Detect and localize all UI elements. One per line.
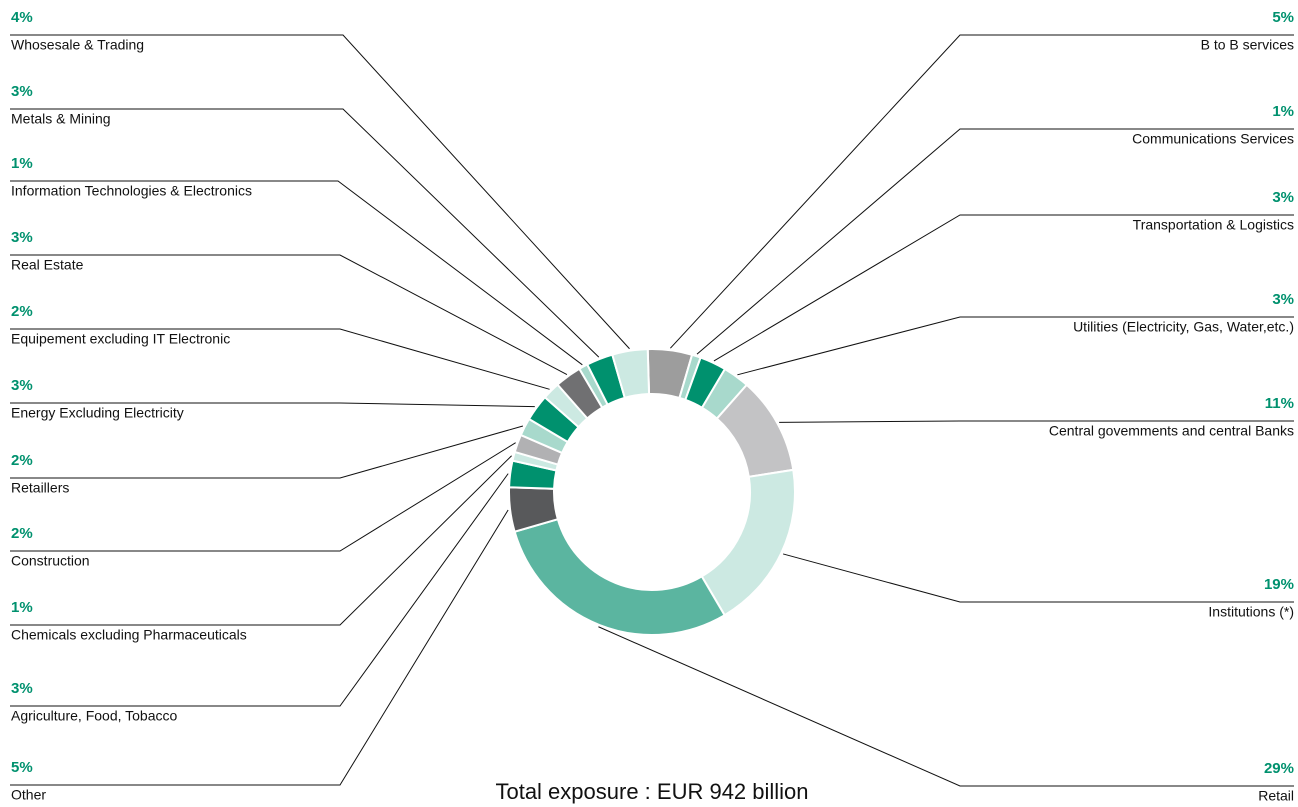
leader-line (10, 455, 512, 626)
category-label: Equipement excluding IT Electronic (11, 331, 230, 347)
leader-line (10, 34, 630, 350)
value-label: 29% (1264, 760, 1294, 777)
leader-line (10, 402, 535, 408)
leader-line (779, 420, 1294, 423)
value-label: 1% (11, 155, 33, 172)
value-label: 5% (1272, 9, 1294, 26)
leader-line (713, 214, 1294, 362)
value-label: 3% (11, 229, 33, 246)
category-label: Utilities (Electricity, Gas, Water,etc.) (1073, 319, 1294, 335)
value-label: 3% (1272, 189, 1294, 206)
leader-line (737, 316, 1294, 376)
value-label: 3% (11, 83, 33, 100)
category-label: B to B services (1201, 37, 1294, 53)
category-label: Real Estate (11, 257, 84, 273)
value-label: 3% (11, 680, 33, 697)
leader-line (10, 254, 568, 376)
leader-line (10, 509, 509, 786)
value-label: 5% (11, 759, 33, 776)
category-label: Agriculture, Food, Tobacco (11, 708, 177, 724)
category-label: Energy Excluding Electricity (11, 405, 184, 421)
category-label: Whosesale & Trading (11, 37, 144, 53)
leader-line (670, 34, 1294, 349)
donut-segment (700, 468, 796, 617)
category-label: Communications Services (1132, 131, 1294, 147)
category-label: Retaillers (11, 480, 69, 496)
category-label: Metals & Mining (11, 111, 111, 127)
category-label: Chemicals excluding Pharmaceuticals (11, 627, 247, 643)
leader-line (10, 180, 583, 366)
leader-line (598, 626, 1294, 787)
value-label: 2% (11, 452, 33, 469)
value-label: 19% (1264, 576, 1294, 593)
value-label: 4% (11, 9, 33, 26)
leader-line (10, 473, 509, 707)
leader-line (10, 442, 516, 552)
category-label: Information Technologies & Electronics (11, 183, 252, 199)
category-label: Other (11, 787, 46, 803)
value-label: 3% (11, 377, 33, 394)
value-label: 11% (1265, 395, 1294, 412)
leader-line (696, 128, 1294, 355)
category-label: Construction (11, 553, 90, 569)
leader-line (10, 425, 524, 479)
category-label: Retail (1258, 788, 1294, 804)
value-label: 2% (11, 525, 33, 542)
category-label: Transportation & Logistics (1133, 217, 1294, 233)
leader-line (782, 553, 1294, 603)
donut-segment (611, 348, 651, 400)
chart-title: Total exposure : EUR 942 billion (495, 779, 808, 804)
leader-line (10, 328, 550, 390)
value-label: 1% (1272, 103, 1294, 120)
value-label: 2% (11, 303, 33, 320)
leader-line (10, 108, 600, 358)
value-label: 3% (1272, 291, 1294, 308)
donut-segment (513, 517, 726, 636)
category-label: Institutions (*) (1208, 604, 1294, 620)
value-label: 1% (11, 599, 33, 616)
category-label: Central govemments and central Banks (1049, 423, 1294, 439)
